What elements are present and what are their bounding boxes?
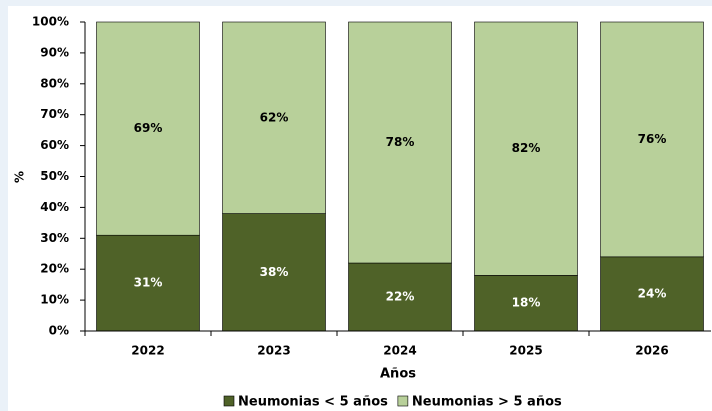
data-label: 78% <box>386 135 415 149</box>
legend-label: Neumonias > 5 años <box>412 395 562 410</box>
data-label: 18% <box>512 296 541 310</box>
data-label: 82% <box>512 141 541 155</box>
x-tick-label: 2022 <box>131 344 164 358</box>
data-label: 76% <box>638 132 667 146</box>
y-tick-label: 10% <box>40 293 69 307</box>
x-tick-label: 2023 <box>257 344 290 358</box>
y-tick-label: 90% <box>40 45 69 59</box>
y-tick-label: 0% <box>49 324 69 338</box>
y-tick-label: 70% <box>40 107 69 121</box>
y-tick-label: 20% <box>40 262 69 276</box>
bar-segment <box>600 256 704 332</box>
y-tick-label: 30% <box>40 231 69 245</box>
bar-segment <box>96 21 200 236</box>
y-tick-label: 50% <box>40 169 69 183</box>
data-label: 38% <box>260 265 289 279</box>
data-label: 22% <box>386 290 415 304</box>
bar-segment <box>348 262 452 332</box>
bar-segment <box>96 234 200 332</box>
x-tick-label: 2026 <box>635 344 668 358</box>
bar-segment <box>222 213 326 332</box>
legend-swatch <box>223 395 235 407</box>
data-label: 69% <box>134 121 163 135</box>
legend-label: Neumonias < 5 años <box>238 395 388 410</box>
x-tick-label: 2025 <box>509 344 542 358</box>
y-tick-label: 100% <box>32 15 69 29</box>
bar-segment <box>474 21 578 276</box>
data-label: 31% <box>134 276 163 290</box>
data-label: 62% <box>260 110 289 124</box>
bar-segment <box>348 21 452 264</box>
y-tick-label: 60% <box>40 138 69 152</box>
x-axis-label: Años <box>380 367 416 382</box>
x-tick-label: 2024 <box>383 344 416 358</box>
bar-segment <box>600 21 704 258</box>
y-tick-label: 40% <box>40 200 69 214</box>
bar-segment <box>222 21 326 214</box>
y-axis-label: % <box>13 171 27 183</box>
data-label: 24% <box>638 286 667 300</box>
legend-swatch <box>397 395 409 407</box>
y-tick-label: 80% <box>40 76 69 90</box>
